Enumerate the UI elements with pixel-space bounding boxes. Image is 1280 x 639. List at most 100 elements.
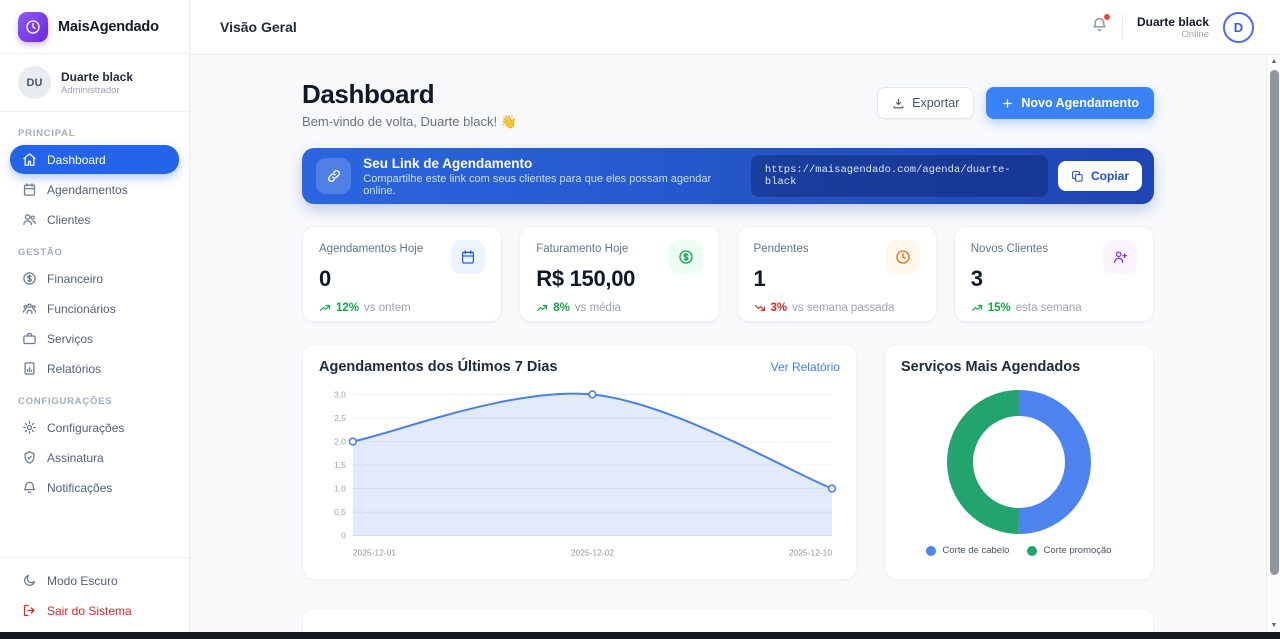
legend-dot-blue <box>926 545 937 556</box>
stat-trend-note: vs ontem <box>364 302 411 314</box>
services-donut-chart <box>947 390 1091 534</box>
vertical-scrollbar[interactable]: ▲ ▼ <box>1266 55 1280 632</box>
sidebar-item-notificacoes[interactable]: Notificações <box>10 473 179 502</box>
notification-dot <box>1103 14 1110 20</box>
download-icon <box>892 97 905 110</box>
sidebar-item-dashboard[interactable]: Dashboard <box>10 145 179 174</box>
nav-section-gestao: GESTÃO <box>18 247 63 258</box>
svg-text:2025-12-01: 2025-12-01 <box>353 548 396 558</box>
stat-trend-note: esta semana <box>1015 302 1082 314</box>
avatar: DU <box>18 66 51 99</box>
scroll-down-arrow[interactable]: ▼ <box>1270 622 1278 629</box>
dollar-circle-icon <box>668 240 703 274</box>
stat-trend-pct: 12% <box>336 302 360 314</box>
view-report-link[interactable]: Ver Relatório <box>770 360 840 374</box>
dollar-circle-icon <box>22 271 37 286</box>
page-subtitle: Bem-vindo de volta, Duarte black! 👋 <box>302 114 517 129</box>
main-content: Dashboard Bem-vindo de volta, Duarte bla… <box>190 55 1266 632</box>
bottom-bar <box>0 632 1280 639</box>
line-chart-card: Agendamentos dos Últimos 7 Dias Ver Rela… <box>302 344 857 580</box>
svg-text:2,0: 2,0 <box>334 437 346 447</box>
legend-label: Corte de cabelo <box>942 545 1010 556</box>
avatar[interactable]: D <box>1223 11 1254 43</box>
stat-value: 0 <box>319 266 331 291</box>
stat-label: Agendamentos Hoje <box>319 243 424 255</box>
export-button[interactable]: Exportar <box>877 87 975 119</box>
sidebar-item-agendamentos[interactable]: Agendamentos <box>10 175 179 204</box>
sidebar-nav: PRINCIPAL Dashboard Agendamentos Cliente… <box>0 112 189 557</box>
calendar-icon <box>451 240 486 274</box>
sidebar-item-financeiro[interactable]: Financeiro <box>10 264 179 293</box>
new-appointment-button[interactable]: Novo Agendamento <box>986 87 1154 119</box>
sidebar-item-configuracoes[interactable]: Configurações <box>10 413 179 442</box>
legend-label: Corte promoção <box>1043 545 1112 556</box>
export-label: Exportar <box>912 96 960 110</box>
shield-check-icon <box>22 450 37 465</box>
topbar: Visão Geral Duarte black Online D <box>190 0 1280 55</box>
sidebar-footer: Modo Escuro Sair do Sistema <box>0 557 189 632</box>
trend-up-icon <box>971 302 983 314</box>
sidebar-item-servicos[interactable]: Serviços <box>10 324 179 353</box>
clock-icon <box>885 240 920 274</box>
sidebar-item-clientes[interactable]: Clientes <box>10 205 179 234</box>
sidebar-item-label: Financeiro <box>47 271 104 286</box>
sidebar-item-relatorios[interactable]: Relatórios <box>10 354 179 383</box>
sidebar-item-label: Agendamentos <box>47 182 128 197</box>
stat-card-faturamento-hoje: Faturamento Hoje R$ 150,00 8% vs média <box>519 226 720 322</box>
stat-value: 3 <box>970 266 983 291</box>
new-appointment-label: Novo Agendamento <box>1021 96 1139 110</box>
svg-text:2,5: 2,5 <box>334 413 346 423</box>
appointments-line-chart: 3,0 2,5 2,0 1,5 1,0 0,5 0 2025-12-01 2025-12-02 2… <box>334 389 837 558</box>
trend-up-icon <box>536 302 548 314</box>
svg-text:0,5: 0,5 <box>334 507 346 517</box>
briefcase-icon <box>22 331 37 346</box>
link-icon <box>316 158 352 194</box>
clock-icon <box>25 19 41 35</box>
topbar-user-name: Duarte black <box>1136 14 1209 29</box>
copy-label: Copiar <box>1090 169 1129 183</box>
sidebar-item-label: Configurações <box>47 420 125 435</box>
page-breadcrumb: Visão Geral <box>220 19 297 35</box>
copy-link-button[interactable]: Copiar <box>1057 161 1142 191</box>
stat-value: R$ 150,00 <box>536 266 636 291</box>
moon-icon <box>22 573 37 588</box>
booking-link-url: https://maisagendado.com/agenda/duarte-b… <box>750 155 1048 197</box>
booking-link-banner: Seu Link de Agendamento Compartilhe este… <box>302 148 1154 204</box>
brand-name: MaisAgendado <box>58 18 159 35</box>
stat-trend-pct: 15% <box>987 302 1011 314</box>
sidebar-item-funcionarios[interactable]: Funcionários <box>10 294 179 323</box>
svg-text:0: 0 <box>341 531 346 541</box>
sidebar-item-label: Serviços <box>47 331 94 346</box>
stat-trend-pct: 3% <box>770 302 788 314</box>
scrollbar-thumb[interactable] <box>1269 70 1279 575</box>
plus-icon <box>1001 97 1014 110</box>
team-icon <box>22 301 37 316</box>
donut-chart-title: Serviços Mais Agendados <box>901 359 1081 375</box>
legend-dot-green <box>1027 545 1038 556</box>
svg-text:1,0: 1,0 <box>334 484 346 494</box>
home-icon <box>22 152 37 167</box>
notifications-button[interactable] <box>1091 14 1110 38</box>
trend-up-icon <box>319 302 331 314</box>
scroll-up-arrow[interactable]: ▲ <box>1270 58 1278 65</box>
users-icon <box>22 212 37 227</box>
sidebar: MaisAgendado DU Duarte black Administrad… <box>0 0 190 632</box>
trend-down-icon <box>754 302 766 314</box>
stat-trend-note: vs semana passada <box>792 302 895 314</box>
stat-label: Faturamento Hoje <box>536 243 629 255</box>
donut-legend: Corte de cabelo Corte promoção <box>901 545 1137 556</box>
logout-button[interactable]: Sair do Sistema <box>10 596 179 625</box>
calendar-icon <box>22 182 37 197</box>
svg-text:1,5: 1,5 <box>334 460 346 470</box>
logout-label: Sair do Sistema <box>47 603 132 618</box>
report-icon <box>22 361 37 376</box>
sidebar-item-label: Dashboard <box>47 152 106 167</box>
user-plus-icon <box>1103 240 1137 274</box>
sidebar-item-assinatura[interactable]: Assinatura <box>10 443 179 472</box>
sidebar-item-label: Funcionários <box>47 301 116 316</box>
stat-value: 1 <box>753 266 766 291</box>
page-title: Dashboard <box>302 79 435 109</box>
banner-title: Seu Link de Agendamento <box>363 155 533 171</box>
dark-mode-label: Modo Escuro <box>47 573 118 588</box>
dark-mode-toggle[interactable]: Modo Escuro <box>10 566 179 595</box>
